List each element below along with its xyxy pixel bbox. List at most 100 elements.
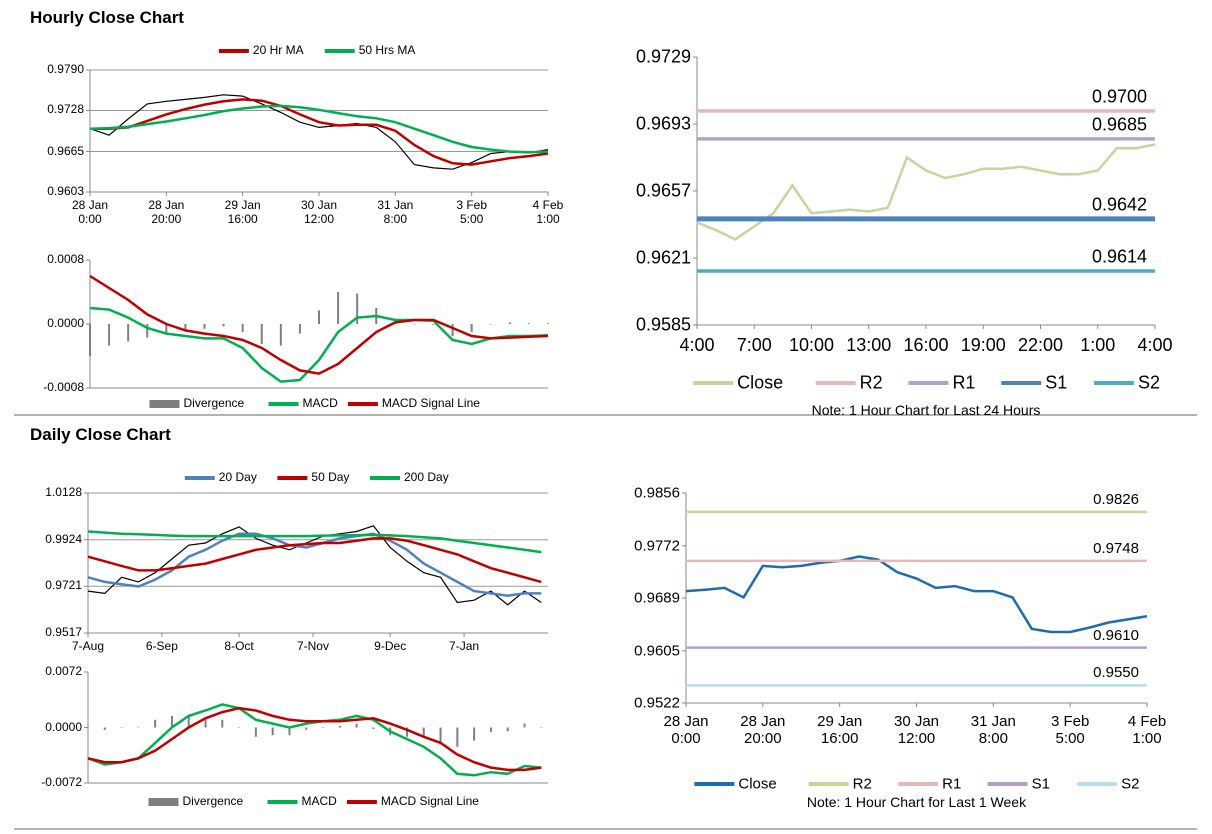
divergence-bar: [146, 324, 149, 338]
divergence-bar: [432, 324, 435, 325]
level-label: 0.9610: [1093, 626, 1139, 644]
divergence-bar: [221, 719, 224, 728]
legend-label: R1: [952, 372, 976, 393]
divergence-bar: [318, 310, 320, 324]
divergence-bar: [154, 719, 157, 728]
y-tick-label: 0.9721: [45, 578, 82, 593]
x-tick-label: 31 Jan 8:00: [377, 198, 414, 226]
divergence-bar: [355, 723, 358, 728]
x-tick-label: 28 Jan 0:00: [663, 713, 709, 748]
x-tick-label: 4 Feb 1:00: [532, 198, 564, 226]
y-tick-label: 0.0000: [45, 719, 82, 734]
divergence-bar: [184, 324, 187, 330]
legend-label: MACD Signal Line: [381, 396, 480, 411]
x-tick-label: 28 Jan 20:00: [740, 713, 786, 748]
y-tick-label: 0.0008: [47, 252, 84, 267]
legend-label: MACD: [301, 794, 337, 809]
divergence-bar: [238, 727, 241, 728]
divergence-bar: [288, 727, 291, 736]
x-tick-label: 1:00: [1080, 335, 1116, 355]
series-line: [87, 537, 542, 584]
divergence-bar: [405, 727, 408, 737]
legend-label: R1: [942, 775, 962, 793]
y-tick-label: 0.9728: [47, 102, 84, 117]
series-line: [89, 94, 549, 170]
x-tick-label: 13:00: [846, 335, 892, 355]
level-label: 0.9826: [1093, 490, 1139, 508]
divergence-bar: [120, 727, 123, 728]
x-tick-label: 4:00: [679, 335, 715, 355]
y-tick-label: 0.9621: [635, 247, 691, 268]
y-tick-label: 1.0128: [45, 485, 82, 500]
divergence-bar: [108, 324, 111, 346]
series-line: [89, 306, 549, 383]
y-tick-label: 0.9790: [47, 62, 84, 77]
divergence-bar: [456, 727, 459, 747]
divergence-bar: [547, 323, 549, 324]
x-tick-label: 19:00: [960, 335, 1006, 355]
y-tick-label: 0.9522: [634, 694, 680, 712]
level-label: 0.9700: [1091, 86, 1147, 107]
y-tick-label: -0.0008: [43, 380, 84, 395]
legend-label: 20 Day: [218, 470, 257, 485]
legend-label: Divergence: [183, 396, 245, 411]
legend-label: 50 Day: [311, 470, 350, 485]
divergence-bar: [523, 723, 526, 728]
y-tick-label: 0.9657: [635, 180, 691, 201]
divergence-bar: [422, 727, 425, 738]
x-tick-label: 30 Jan 12:00: [300, 198, 338, 226]
y-tick-label: 0.9517: [45, 625, 82, 640]
divergence-bar: [305, 727, 308, 730]
legend-label: S1: [1045, 372, 1068, 393]
legend-label: R2: [852, 775, 872, 793]
x-tick-label: 31 Jan 8:00: [970, 713, 1016, 748]
divergence-bar: [127, 324, 130, 342]
y-tick-label: 0.9665: [47, 143, 84, 158]
legend-label: S2: [1138, 372, 1161, 393]
x-tick-label: 4 Feb 1:00: [1127, 713, 1167, 748]
divergence-bar: [508, 322, 511, 324]
divergence-bar: [473, 727, 476, 741]
legend-label: MACD: [302, 396, 338, 411]
x-tick-label: 29 Jan 16:00: [224, 198, 261, 226]
divergence-bar: [279, 324, 282, 346]
legend-label: Close: [738, 775, 777, 793]
x-tick-label: 9-Dec: [374, 639, 407, 653]
legend-label: 20 Hr MA: [252, 43, 304, 58]
divergence-bar: [527, 323, 530, 324]
divergence-bar: [298, 324, 301, 334]
legend-label: S1: [1031, 775, 1050, 793]
y-tick-label: 0.9772: [634, 537, 680, 555]
level-label: 0.9642: [1091, 194, 1147, 215]
y-tick-label: 0.0072: [45, 664, 82, 679]
x-tick-label: 3 Feb 5:00: [456, 198, 487, 226]
x-tick-label: 22:00: [1017, 335, 1064, 355]
level-label: 0.9614: [1091, 246, 1147, 267]
x-tick-label: 7-Nov: [296, 639, 329, 653]
divergence-bar: [489, 727, 492, 733]
divergence-bar: [170, 715, 173, 728]
legend-label: MACD Signal Line: [380, 794, 479, 809]
legend-label: Close: [737, 372, 784, 393]
divergence-bar: [322, 727, 325, 728]
legend-label: 200 Day: [404, 470, 449, 485]
divergence-bar: [203, 324, 206, 329]
divergence-bar: [372, 727, 375, 730]
divergence-bar: [260, 324, 263, 344]
divergence-bar: [506, 727, 509, 732]
series-line: [90, 98, 549, 166]
x-tick-label: 28 Jan 0:00: [71, 198, 109, 226]
x-tick-label: 30 Jan 12:00: [893, 713, 940, 748]
series-line: [89, 274, 549, 375]
y-tick-label: 0.9585: [635, 314, 691, 335]
y-tick-label: 0.9693: [635, 113, 691, 134]
y-tick-label: 0.9605: [634, 642, 680, 660]
divergence-bar: [271, 727, 274, 736]
y-tick-label: 0.9603: [47, 184, 84, 199]
chart-note: Note: 1 Hour Chart for Last 1 Week: [806, 793, 1027, 810]
chart-note: Note: 1 Hour Chart for Last 24 Hours: [811, 401, 1041, 418]
divergence-bar: [241, 324, 244, 332]
